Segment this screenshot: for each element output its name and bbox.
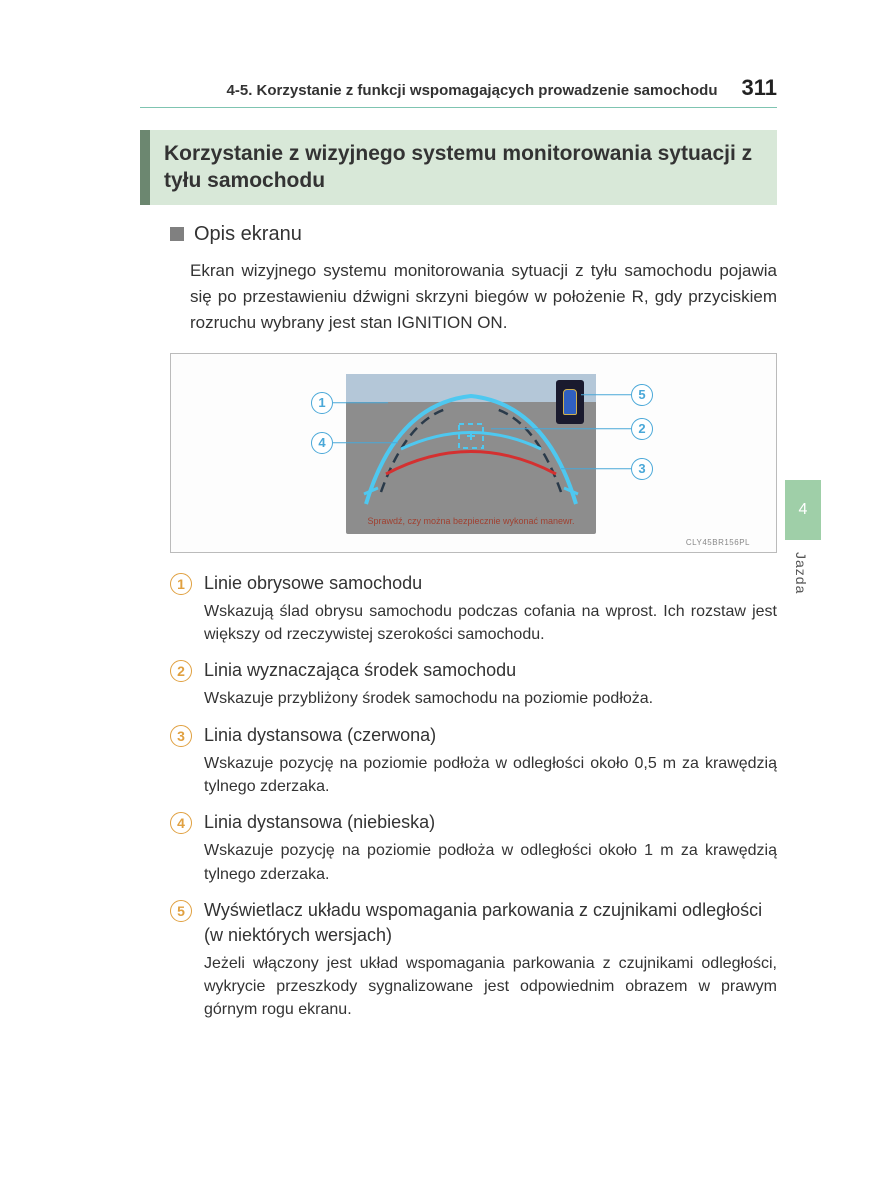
item-title: Linia dystansowa (niebieska) [204,810,777,835]
camera-screen: Sprawdź, czy można bezpiecznie wykonać m… [346,374,596,534]
callout-number: 4 [311,432,333,454]
item-number: 3 [170,725,192,747]
item-number: 5 [170,900,192,922]
item-title: Linia wyznaczająca środek samochodu [204,658,777,683]
callout-number: 2 [631,418,653,440]
list-item: 3 Linia dystansowa (czerwona) Wskazuje p… [170,723,777,799]
callout-number: 5 [631,384,653,406]
callout-3: 3 [631,458,653,480]
callout-1: 1 [311,392,333,414]
item-title: Linia dystansowa (czerwona) [204,723,777,748]
item-description: Jeżeli włączony jest układ wspomagania p… [204,952,777,1022]
item-description: Wskazuje przybliżony środek samochodu na… [204,687,777,710]
sub-heading-text: Opis ekranu [194,223,302,246]
page-number: 311 [742,75,778,101]
callout-number: 3 [631,458,653,480]
screen-caption: Sprawdź, czy można bezpiecznie wykonać m… [346,516,596,526]
chapter-tab-number: 4 [799,501,808,519]
item-description: Wskazują ślad obrysu samochodu podczas c… [204,600,777,646]
guide-lines-svg [346,374,596,534]
figure-code: CLY45BR156PL [686,538,750,547]
intro-paragraph: Ekran wizyjnego systemu monitorowania sy… [190,258,777,337]
item-title: Linie obrysowe samochodu [204,571,777,596]
header-divider [140,107,777,108]
list-item: 5 Wyświetlacz układu wspomagania parkowa… [170,898,777,1022]
numbered-list: 1 Linie obrysowe samochodu Wskazują ślad… [170,571,777,1022]
sub-heading: Opis ekranu [170,223,777,246]
list-item: 2 Linia wyznaczająca środek samochodu Ws… [170,658,777,710]
item-number: 4 [170,812,192,834]
section-title-box: Korzystanie z wizyjnego systemu monitoro… [140,130,777,205]
list-item: 4 Linia dystansowa (niebieska) Wskazuje … [170,810,777,886]
list-item: 1 Linie obrysowe samochodu Wskazują ślad… [170,571,777,647]
callout-4: 4 [311,432,333,454]
breadcrumb: 4-5. Korzystanie z funkcji wspomagającyc… [227,82,718,99]
item-number: 1 [170,573,192,595]
callout-2: 2 [631,418,653,440]
page-header: 4-5. Korzystanie z funkcji wspomagającyc… [140,75,777,101]
item-description: Wskazuje pozycję na poziomie podłoża w o… [204,752,777,798]
chapter-tab: 4 [785,480,821,540]
item-number: 2 [170,660,192,682]
callout-number: 1 [311,392,333,414]
section-title: Korzystanie z wizyjnego systemu monitoro… [164,140,763,195]
screen-figure: Sprawdź, czy można bezpiecznie wykonać m… [170,353,777,553]
item-description: Wskazuje pozycję na poziomie podłoża w o… [204,839,777,885]
chapter-side-label: Jazda [793,552,809,594]
callout-5: 5 [631,384,653,406]
square-bullet-icon [170,227,184,241]
item-title: Wyświetlacz układu wspomagania parkowani… [204,898,777,948]
